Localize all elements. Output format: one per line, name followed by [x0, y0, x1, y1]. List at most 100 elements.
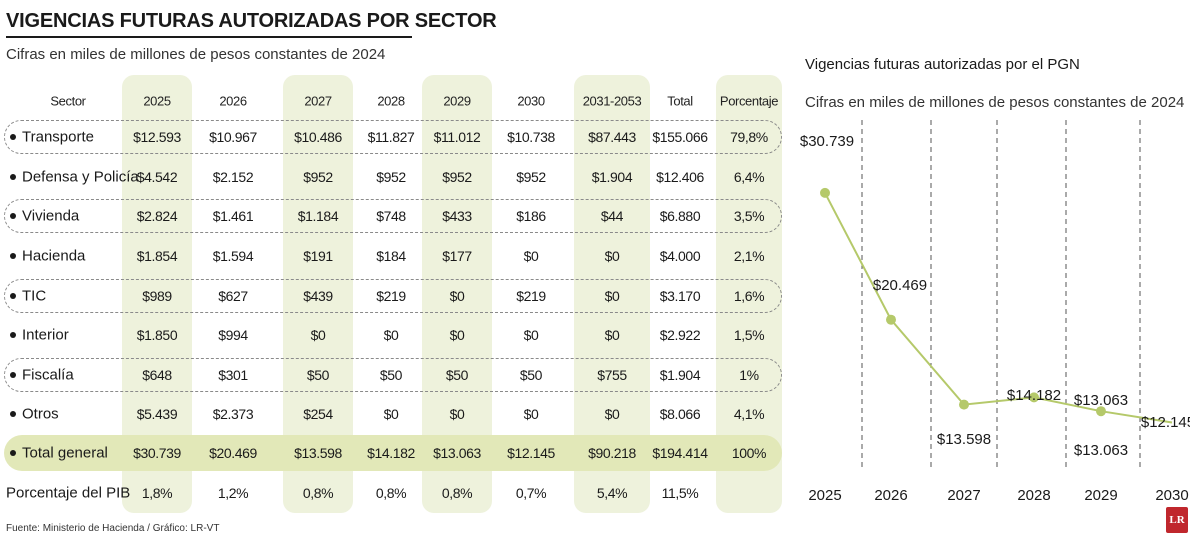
table-cell: $0 — [524, 327, 539, 343]
column-header: 2025 — [143, 94, 170, 109]
data-label: $13.063 — [1074, 442, 1128, 459]
pib-cell: 5,4% — [597, 485, 627, 501]
table-cell: $952 — [442, 169, 472, 185]
data-point — [959, 400, 969, 410]
column-header: 2029 — [443, 94, 470, 109]
table-cell: $0 — [605, 248, 620, 264]
table-cell: 79,8% — [730, 129, 768, 145]
table-cell: 1,6% — [734, 288, 764, 304]
table-cell: 2,1% — [734, 248, 764, 264]
table-cell: $10.967 — [209, 129, 257, 145]
table-cell: $994 — [218, 327, 248, 343]
table-cell: 3,5% — [734, 208, 764, 224]
table-cell: $12.406 — [656, 169, 704, 185]
column-header: 2031-2053 — [583, 94, 642, 109]
table-cell: $12.593 — [133, 129, 181, 145]
table-cell: $12.145 — [507, 445, 555, 461]
table-cell: $439 — [303, 288, 333, 304]
table-cell: $0 — [450, 327, 465, 343]
table-cell: $1.594 — [213, 248, 253, 264]
table-cell: $11.827 — [368, 129, 415, 145]
x-tick-label: 2030 — [1155, 487, 1188, 504]
table-cell: $0 — [384, 327, 399, 343]
bullet-icon — [10, 411, 16, 417]
table-cell: $952 — [303, 169, 333, 185]
table-cell: $87.443 — [588, 129, 636, 145]
data-label: $14.182 — [1007, 387, 1061, 404]
table-cell: $648 — [142, 367, 172, 383]
sector-label: TIC — [22, 288, 46, 305]
sector-label: Interior — [22, 327, 69, 344]
data-label: $12.145 — [1141, 414, 1190, 431]
sector-label: Transporte — [22, 129, 94, 146]
sector-label: Otros — [22, 406, 59, 423]
column-header: 2026 — [219, 94, 246, 109]
table-cell: $50 — [446, 367, 468, 383]
pib-label: Porcentaje del PIB — [6, 485, 130, 502]
table-cell: $0 — [450, 288, 465, 304]
table-cell: $1.461 — [213, 208, 253, 224]
table-cell: $952 — [376, 169, 406, 185]
sector-label: Hacienda — [22, 248, 85, 265]
table-cell: $952 — [516, 169, 546, 185]
data-label: $20.469 — [873, 277, 927, 294]
table-cell: $30.739 — [133, 445, 181, 461]
table-cell: 1,5% — [734, 327, 764, 343]
x-tick-label: 2027 — [947, 487, 980, 504]
sector-label: Total general — [22, 445, 108, 462]
chart-title: Vigencias futuras autorizadas por el PGN — [805, 56, 1080, 73]
table-cell: $191 — [303, 248, 333, 264]
table-cell: $219 — [376, 288, 406, 304]
table-cell: $20.469 — [209, 445, 257, 461]
bullet-icon — [10, 134, 16, 140]
table-cell: $2.922 — [660, 327, 700, 343]
table-cell: $4.542 — [137, 169, 177, 185]
page-title: VIGENCIAS FUTURAS AUTORIZADAS POR SECTOR — [6, 10, 497, 33]
table-cell: $0 — [524, 406, 539, 422]
table-cell: $10.486 — [294, 129, 342, 145]
table-cell: 100% — [732, 445, 766, 461]
table-cell: $177 — [442, 248, 472, 264]
pib-cell: 0,7% — [516, 485, 546, 501]
table-cell: $3.170 — [660, 288, 700, 304]
table-cell: $627 — [218, 288, 248, 304]
table-cell: $1.184 — [298, 208, 338, 224]
sector-label: Fiscalía — [22, 367, 74, 384]
bullet-icon — [10, 253, 16, 259]
table-cell: $8.066 — [660, 406, 700, 422]
data-label: $13.063 — [1074, 392, 1128, 409]
table-cell: $219 — [516, 288, 546, 304]
table-cell: $4.000 — [660, 248, 700, 264]
table-cell: 6,4% — [734, 169, 764, 185]
table-cell: $254 — [303, 406, 333, 422]
table-cell: 4,1% — [734, 406, 764, 422]
table-cell: $11.012 — [434, 129, 481, 145]
data-point — [820, 188, 830, 198]
table-cell: $0 — [605, 288, 620, 304]
table-cell: $0 — [524, 248, 539, 264]
title-underline — [6, 36, 412, 38]
bullet-icon — [10, 174, 16, 180]
column-header: Total — [667, 94, 692, 109]
table-cell: $1.854 — [137, 248, 177, 264]
table-cell: $2.152 — [213, 169, 253, 185]
table-cell: $2.824 — [137, 208, 177, 224]
x-tick-label: 2029 — [1084, 487, 1117, 504]
pib-cell: 0,8% — [303, 485, 333, 501]
bullet-icon — [10, 293, 16, 299]
table-cell: $301 — [218, 367, 248, 383]
bullet-icon — [10, 372, 16, 378]
x-tick-label: 2028 — [1017, 487, 1050, 504]
pib-cell: 11,5% — [662, 485, 699, 501]
table-cell: $5.439 — [137, 406, 177, 422]
x-tick-label: 2026 — [874, 487, 907, 504]
table-cell: $50 — [380, 367, 402, 383]
x-tick-label: 2025 — [808, 487, 841, 504]
column-header: 2028 — [377, 94, 404, 109]
table-cell: $184 — [376, 248, 406, 264]
sector-label: Defensa y Policía — [22, 169, 139, 186]
table-cell: $13.598 — [294, 445, 342, 461]
table-cell: $13.063 — [433, 445, 481, 461]
column-header: 2027 — [304, 94, 331, 109]
line-chart: $30.739 $20.469 $13.598 $14.182 $13.063 $12.1… — [790, 110, 1190, 510]
